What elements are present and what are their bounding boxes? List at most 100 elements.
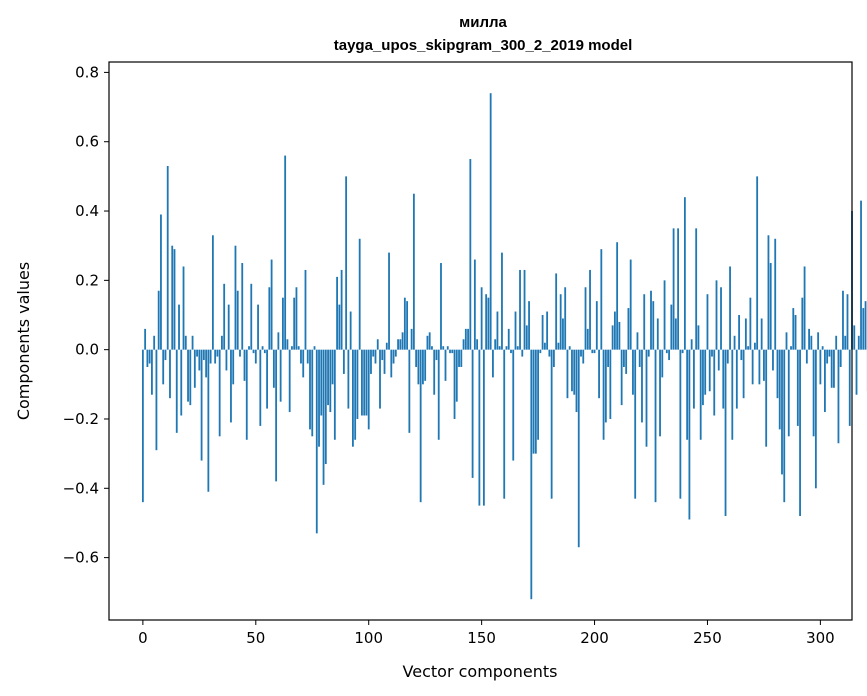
bar: [790, 346, 792, 350]
bar: [763, 349, 765, 381]
bar: [442, 346, 445, 350]
bar: [609, 349, 612, 419]
bar: [259, 349, 262, 426]
bar: [356, 349, 359, 419]
y-tick-label: −0.2: [63, 410, 99, 428]
bar: [713, 349, 716, 416]
bar: [498, 346, 501, 350]
bar: [543, 342, 546, 350]
bar: [338, 304, 341, 350]
bar: [263, 349, 266, 354]
bar: [148, 349, 151, 364]
bar: [839, 349, 842, 367]
bar: [304, 269, 307, 350]
bar: [293, 297, 296, 350]
bar: [241, 263, 244, 350]
bar: [690, 339, 693, 350]
bar: [383, 349, 386, 374]
bar: [681, 349, 684, 354]
chart-subtitle: tayga_upos_skipgram_300_2_2019 model: [334, 37, 633, 54]
bar: [598, 349, 600, 399]
bar: [826, 349, 829, 364]
bar: [568, 346, 571, 350]
bar: [503, 349, 506, 499]
bar: [781, 349, 783, 475]
bar: [424, 349, 427, 381]
bar: [288, 349, 291, 413]
bar: [808, 328, 810, 350]
bar: [300, 349, 302, 364]
bar: [814, 349, 817, 489]
y-tick-label: −0.4: [63, 479, 99, 497]
bar: [724, 349, 727, 517]
x-tick-label: 0: [138, 629, 148, 647]
y-tick-label: 0.6: [75, 133, 99, 151]
bar: [537, 349, 539, 440]
bar: [336, 276, 338, 350]
bar: [600, 249, 603, 350]
bar: [534, 349, 537, 454]
bar: [758, 349, 761, 385]
bar: [342, 349, 345, 374]
bar: [577, 349, 580, 548]
bar: [376, 339, 379, 350]
bar: [455, 349, 458, 402]
bar: [329, 349, 332, 413]
bar: [370, 349, 372, 374]
bar: [374, 349, 377, 364]
bar: [611, 325, 614, 350]
bar: [819, 349, 822, 385]
bar: [175, 349, 178, 433]
bar: [735, 349, 738, 409]
bar: [162, 349, 165, 385]
bar: [451, 349, 454, 354]
bar: [151, 349, 153, 395]
y-tick-label: 0.8: [75, 63, 99, 81]
bar: [144, 328, 147, 350]
y-tick-label: 0.4: [75, 202, 99, 220]
bar: [514, 311, 517, 350]
bar: [216, 349, 219, 357]
bar: [607, 349, 609, 367]
bar: [688, 349, 691, 520]
bar: [765, 349, 768, 447]
bar: [399, 339, 402, 350]
bar: [227, 304, 230, 350]
bar: [433, 349, 436, 395]
bar: [485, 294, 488, 350]
bar: [715, 280, 718, 350]
bar: [209, 349, 212, 364]
bar: [320, 349, 323, 416]
chart-title: милла: [459, 14, 507, 31]
bar: [365, 349, 368, 416]
bar: [440, 263, 442, 350]
bar: [507, 328, 510, 350]
bar: [830, 349, 833, 388]
bar: [248, 346, 250, 350]
bar: [747, 346, 750, 350]
bar: [480, 287, 483, 350]
bar: [564, 287, 567, 350]
bar: [842, 290, 844, 350]
bar: [408, 349, 411, 433]
bar: [284, 155, 287, 350]
bar: [708, 349, 711, 392]
bar: [478, 349, 481, 506]
bar: [717, 349, 720, 371]
bar: [573, 349, 576, 395]
bar: [638, 349, 641, 367]
bar: [467, 328, 469, 350]
bar: [291, 346, 293, 350]
bar: [492, 349, 494, 378]
y-tick-label: 0.0: [75, 341, 99, 359]
bar: [494, 339, 497, 350]
bar: [363, 349, 366, 416]
bar: [812, 349, 815, 437]
bar: [464, 328, 467, 350]
bar: [627, 308, 630, 350]
bar: [695, 228, 698, 350]
bar: [313, 346, 316, 350]
bar: [361, 349, 363, 416]
bar: [742, 349, 745, 399]
